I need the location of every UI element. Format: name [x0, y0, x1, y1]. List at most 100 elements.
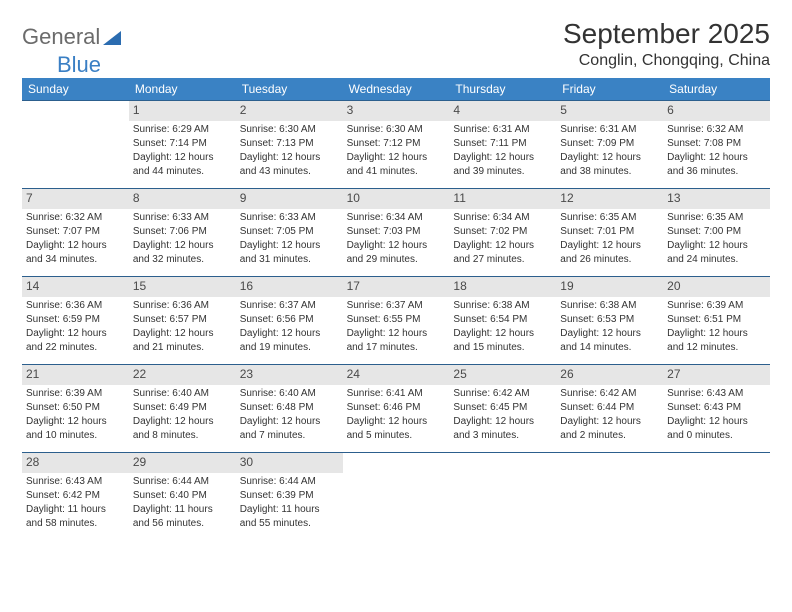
day-cell: 12Sunrise: 6:35 AMSunset: 7:01 PMDayligh… — [556, 188, 663, 276]
day-info-line: Sunset: 7:13 PM — [240, 137, 339, 150]
day-number: 24 — [343, 365, 450, 385]
day-info-line: Sunrise: 6:40 AM — [240, 387, 339, 400]
day-info-line: and 43 minutes. — [240, 165, 339, 178]
day-info-line: Sunrise: 6:43 AM — [26, 475, 125, 488]
day-info-line: Daylight: 12 hours — [26, 239, 125, 252]
day-info-line: Sunset: 7:07 PM — [26, 225, 125, 238]
day-info-line: Sunrise: 6:36 AM — [26, 299, 125, 312]
day-info-line: Sunset: 7:00 PM — [667, 225, 766, 238]
day-info-line: and 38 minutes. — [560, 165, 659, 178]
day-info-line: Daylight: 12 hours — [667, 327, 766, 340]
day-cell — [556, 452, 663, 540]
day-info-line: and 58 minutes. — [26, 517, 125, 530]
day-info-line: Daylight: 12 hours — [133, 151, 232, 164]
day-info-line: Sunset: 7:01 PM — [560, 225, 659, 238]
day-info-line: Sunrise: 6:42 AM — [453, 387, 552, 400]
day-info-line: Sunrise: 6:36 AM — [133, 299, 232, 312]
day-cell: 16Sunrise: 6:37 AMSunset: 6:56 PMDayligh… — [236, 276, 343, 364]
weekday-header: Sunday — [22, 78, 129, 100]
day-info-line: Sunset: 6:46 PM — [347, 401, 446, 414]
day-info-line: Daylight: 12 hours — [133, 415, 232, 428]
day-info-line: Daylight: 11 hours — [26, 503, 125, 516]
day-info-line: and 39 minutes. — [453, 165, 552, 178]
header: General Blue September 2025 Conglin, Cho… — [22, 18, 770, 70]
day-info-line: Sunset: 7:02 PM — [453, 225, 552, 238]
day-info-line: Sunrise: 6:44 AM — [133, 475, 232, 488]
day-info-line: Sunrise: 6:38 AM — [560, 299, 659, 312]
logo: General Blue — [22, 18, 121, 50]
day-info-line: Sunset: 6:44 PM — [560, 401, 659, 414]
day-cell: 27Sunrise: 6:43 AMSunset: 6:43 PMDayligh… — [663, 364, 770, 452]
day-info-line: Sunrise: 6:39 AM — [26, 387, 125, 400]
day-info-line: and 44 minutes. — [133, 165, 232, 178]
day-number: 18 — [449, 277, 556, 297]
day-cell: 15Sunrise: 6:36 AMSunset: 6:57 PMDayligh… — [129, 276, 236, 364]
day-number: 16 — [236, 277, 343, 297]
day-number: 2 — [236, 101, 343, 121]
day-cell: 9Sunrise: 6:33 AMSunset: 7:05 PMDaylight… — [236, 188, 343, 276]
day-info-line: and 3 minutes. — [453, 429, 552, 442]
day-info-line: Daylight: 12 hours — [560, 327, 659, 340]
day-info-line: and 19 minutes. — [240, 341, 339, 354]
day-number: 17 — [343, 277, 450, 297]
day-info-line: and 14 minutes. — [560, 341, 659, 354]
day-number: 3 — [343, 101, 450, 121]
day-info-line: and 56 minutes. — [133, 517, 232, 530]
day-info-line: Sunrise: 6:37 AM — [240, 299, 339, 312]
day-cell — [343, 452, 450, 540]
day-info-line: Sunrise: 6:37 AM — [347, 299, 446, 312]
day-cell: 18Sunrise: 6:38 AMSunset: 6:54 PMDayligh… — [449, 276, 556, 364]
day-cell: 10Sunrise: 6:34 AMSunset: 7:03 PMDayligh… — [343, 188, 450, 276]
day-info-line: and 34 minutes. — [26, 253, 125, 266]
day-info-line: Sunrise: 6:32 AM — [667, 123, 766, 136]
day-cell: 25Sunrise: 6:42 AMSunset: 6:45 PMDayligh… — [449, 364, 556, 452]
day-info-line: Sunset: 7:06 PM — [133, 225, 232, 238]
day-info-line: Daylight: 11 hours — [133, 503, 232, 516]
day-info-line: and 2 minutes. — [560, 429, 659, 442]
day-info-line: Sunset: 6:59 PM — [26, 313, 125, 326]
day-info-line: and 15 minutes. — [453, 341, 552, 354]
day-number: 19 — [556, 277, 663, 297]
day-info-line: Sunrise: 6:43 AM — [667, 387, 766, 400]
day-cell: 5Sunrise: 6:31 AMSunset: 7:09 PMDaylight… — [556, 100, 663, 188]
weekday-header: Wednesday — [343, 78, 450, 100]
day-info-line: Daylight: 12 hours — [133, 239, 232, 252]
day-cell: 1Sunrise: 6:29 AMSunset: 7:14 PMDaylight… — [129, 100, 236, 188]
day-cell: 23Sunrise: 6:40 AMSunset: 6:48 PMDayligh… — [236, 364, 343, 452]
day-number: 10 — [343, 189, 450, 209]
day-info-line: Daylight: 12 hours — [560, 151, 659, 164]
day-info-line: and 36 minutes. — [667, 165, 766, 178]
day-cell: 22Sunrise: 6:40 AMSunset: 6:49 PMDayligh… — [129, 364, 236, 452]
day-info-line: Sunset: 6:54 PM — [453, 313, 552, 326]
day-info-line: and 0 minutes. — [667, 429, 766, 442]
day-info-line: and 21 minutes. — [133, 341, 232, 354]
day-info-line: Daylight: 12 hours — [453, 239, 552, 252]
day-cell — [22, 100, 129, 188]
day-info-line: Sunrise: 6:34 AM — [453, 211, 552, 224]
day-info-line: and 27 minutes. — [453, 253, 552, 266]
day-info-line: Sunrise: 6:41 AM — [347, 387, 446, 400]
day-info-line: Daylight: 12 hours — [667, 415, 766, 428]
day-info-line: Daylight: 12 hours — [240, 151, 339, 164]
day-info-line: Daylight: 12 hours — [560, 239, 659, 252]
day-info-line: Sunrise: 6:35 AM — [667, 211, 766, 224]
day-info-line: Sunset: 6:39 PM — [240, 489, 339, 502]
day-info-line: and 17 minutes. — [347, 341, 446, 354]
day-info-line: Daylight: 12 hours — [347, 239, 446, 252]
day-info-line: Sunset: 6:40 PM — [133, 489, 232, 502]
day-number: 22 — [129, 365, 236, 385]
day-cell — [449, 452, 556, 540]
weekday-header: Saturday — [663, 78, 770, 100]
day-info-line: Sunset: 7:05 PM — [240, 225, 339, 238]
calendar-grid: SundayMondayTuesdayWednesdayThursdayFrid… — [22, 78, 770, 540]
day-info-line: and 29 minutes. — [347, 253, 446, 266]
day-number: 15 — [129, 277, 236, 297]
day-info-line: Sunset: 6:43 PM — [667, 401, 766, 414]
day-cell: 17Sunrise: 6:37 AMSunset: 6:55 PMDayligh… — [343, 276, 450, 364]
day-info-line: Sunrise: 6:40 AM — [133, 387, 232, 400]
day-info-line: Sunrise: 6:29 AM — [133, 123, 232, 136]
day-info-line: Daylight: 12 hours — [347, 151, 446, 164]
day-info-line: Daylight: 12 hours — [453, 151, 552, 164]
day-info-line: Sunset: 7:12 PM — [347, 137, 446, 150]
day-info-line: Sunset: 6:45 PM — [453, 401, 552, 414]
